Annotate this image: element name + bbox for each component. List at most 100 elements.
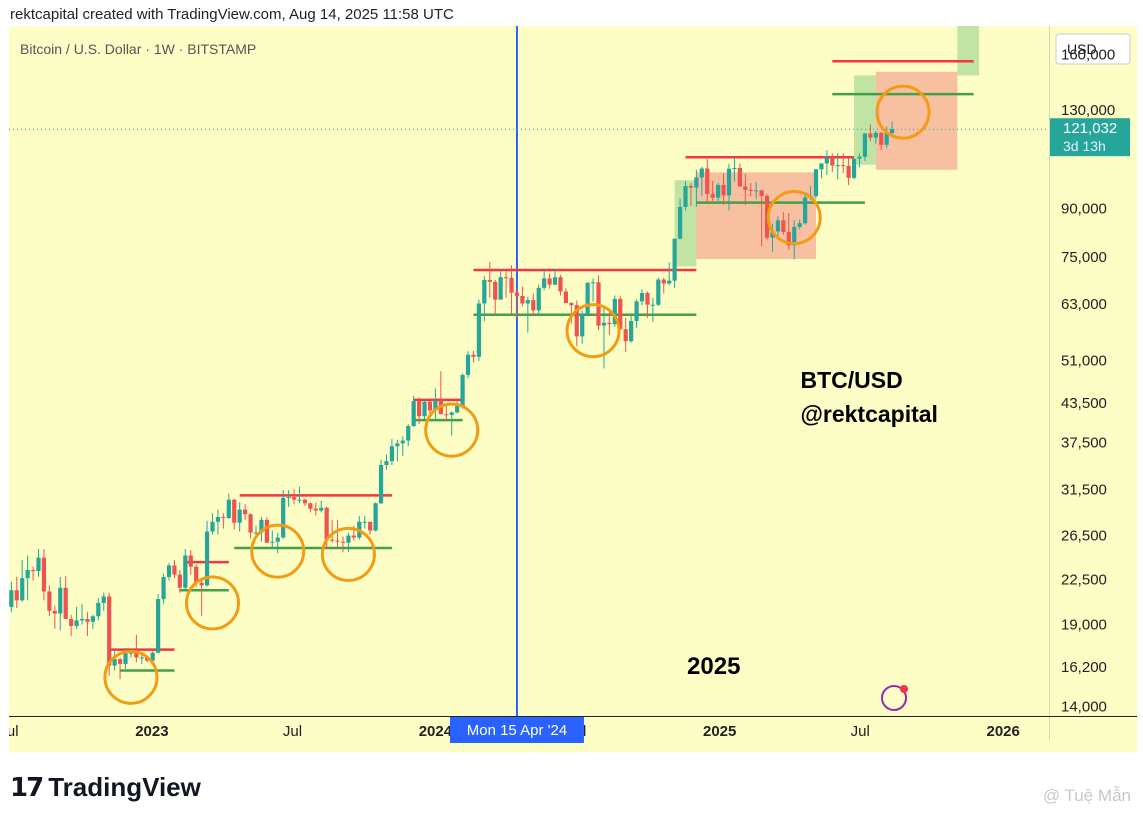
candle-body <box>601 322 607 326</box>
y-tick-label: 160,000 <box>1061 47 1115 64</box>
candle-body <box>351 535 356 538</box>
candle-body <box>199 582 204 586</box>
candle-body <box>406 426 411 441</box>
candle-body <box>145 657 150 661</box>
candle-body <box>569 303 574 306</box>
candle-body <box>150 652 155 661</box>
watermark-annotation: BTC/USD <box>800 367 902 393</box>
candle-body <box>286 497 291 499</box>
candle-body <box>281 497 286 538</box>
candle-body <box>754 190 759 192</box>
candle-body <box>204 531 210 586</box>
tradingview-logo-icon: 17 <box>10 772 44 803</box>
candle-body <box>482 279 487 304</box>
candle-body <box>427 401 433 411</box>
candle-body <box>389 446 395 462</box>
candle-body <box>775 220 781 232</box>
y-tick-label: 26,500 <box>1061 528 1107 545</box>
x-tick-label: 2026 <box>986 723 1019 740</box>
candle-body <box>416 401 422 417</box>
replay-icon <box>881 685 908 711</box>
candle-body <box>759 190 764 196</box>
candle-body <box>128 652 134 654</box>
candle-body <box>525 300 530 304</box>
candle-body <box>156 599 161 653</box>
chart-frame[interactable]: BTC/USD @rektcapital 2025 Bitcoin / U.S. Do… <box>9 26 1137 752</box>
candle-body <box>69 618 74 626</box>
candle-body <box>710 193 715 198</box>
candle-body <box>58 587 63 614</box>
candle-body <box>699 168 704 178</box>
candle-body <box>612 298 617 325</box>
x-tick-label: Jul <box>9 723 19 740</box>
candle-body <box>618 298 623 330</box>
candle-body <box>177 574 182 588</box>
candle-body <box>884 133 889 145</box>
tradingview-brand[interactable]: 17 TradingView <box>10 772 201 803</box>
candle-body <box>558 277 563 292</box>
candle-body <box>851 158 857 178</box>
candle-body <box>547 278 552 285</box>
candle-body <box>183 555 188 588</box>
candle-body <box>607 322 612 325</box>
chart-creation-header: rektcapital created with TradingView.com… <box>10 6 454 23</box>
green-zone <box>854 75 876 165</box>
currency-label: USD <box>1067 41 1097 57</box>
year-annotation: 2025 <box>687 653 740 680</box>
candle-body <box>792 226 797 246</box>
candle-body <box>797 223 802 227</box>
candle-body <box>79 618 85 621</box>
x-tick-label: 2025 <box>703 723 736 740</box>
highlight-circle <box>424 402 480 458</box>
candle-body <box>841 165 846 167</box>
candle-body <box>90 616 95 622</box>
highlight-circle <box>184 575 240 631</box>
candle-body <box>25 569 30 579</box>
candle-body <box>373 503 378 531</box>
candle-body <box>813 169 819 196</box>
candle-body <box>536 287 541 311</box>
candle-body <box>639 293 645 302</box>
candle-body <box>226 499 231 518</box>
candle-body <box>803 197 808 224</box>
candle-body <box>297 499 302 501</box>
green-zone <box>957 26 980 76</box>
candle-body <box>694 177 699 188</box>
candle-body <box>422 401 427 417</box>
candle-body <box>667 280 672 284</box>
candle-body <box>862 133 868 157</box>
candle-body <box>221 517 226 519</box>
x-tick-label: 2024 <box>419 723 453 740</box>
x-tick-label: 2023 <box>135 723 168 740</box>
candle-body <box>645 293 650 305</box>
candle-body <box>460 374 465 407</box>
candle-body <box>335 540 340 542</box>
candle-body <box>493 281 498 300</box>
candle-body <box>672 238 677 281</box>
candle-body <box>444 414 449 416</box>
red-zone <box>875 71 958 170</box>
candle-body <box>243 509 248 515</box>
candle-body <box>846 165 851 178</box>
price-chart[interactable]: BTC/USD @rektcapital 2025 Bitcoin / U.S. Do… <box>9 26 1137 752</box>
candle-body <box>748 189 753 191</box>
last-price-value: 121,032 <box>1063 120 1117 137</box>
candle-body <box>188 555 193 567</box>
candle-body <box>683 185 688 207</box>
candle-body <box>63 587 68 619</box>
watermark-annotation: @rektcapital <box>800 401 937 427</box>
candle-body <box>770 231 775 238</box>
y-tick-label: 51,000 <box>1061 352 1107 369</box>
candle-body <box>509 277 514 293</box>
crosshair-date-label: Mon 15 Apr '24 <box>467 722 567 739</box>
candle-body <box>96 602 101 617</box>
candle-body <box>346 535 351 543</box>
candle-body <box>232 499 237 523</box>
highlight-circle <box>766 190 822 246</box>
candle-body <box>520 295 525 304</box>
candle-body <box>868 133 873 138</box>
candle-body <box>656 279 661 305</box>
tradingview-wordmark: TradingView <box>48 772 201 802</box>
candle-body <box>411 401 416 427</box>
candle-body <box>514 292 520 296</box>
